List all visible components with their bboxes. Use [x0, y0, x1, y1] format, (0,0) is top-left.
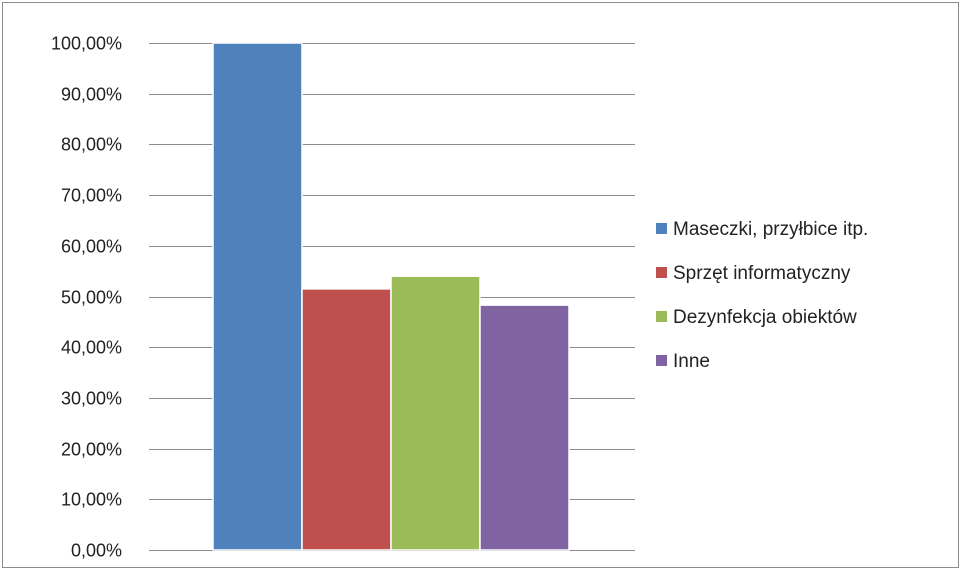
legend-label: Dezynfekcja obiektów [673, 307, 857, 328]
y-tick-label: 60,00% [61, 237, 122, 257]
y-tick-label: 70,00% [61, 186, 122, 206]
legend-label: Maseczki, przyłbice itp. [673, 219, 868, 240]
y-tick-label: 40,00% [61, 338, 122, 358]
legend-swatch [656, 311, 667, 322]
y-tick-label: 50,00% [61, 288, 122, 308]
bars [212, 42, 570, 551]
bar-2 [301, 288, 392, 551]
legend-swatch [656, 267, 667, 278]
legend-swatch [656, 223, 667, 234]
y-tick-label: 100,00% [51, 34, 122, 54]
y-tick-label: 20,00% [61, 440, 122, 460]
legend-swatch [656, 355, 667, 366]
y-axis-tick-labels: 0,00% 10,00% 20,00% 30,00% 40,00% 50,00% 60,00… [51, 34, 122, 561]
bar-chart: 0,00% 10,00% 20,00% 30,00% 40,00% 50,00% 60,00… [51, 34, 868, 561]
y-tick-label: 0,00% [71, 541, 122, 561]
legend-label: Sprzęt informatyczny [673, 263, 851, 284]
y-tick-label: 30,00% [61, 389, 122, 409]
legend: Maseczki, przyłbice itp. Sprzęt informaty… [656, 219, 868, 372]
y-tick-label: 10,00% [61, 490, 122, 510]
bar-4 [479, 304, 570, 551]
y-tick-label: 90,00% [61, 85, 122, 105]
bar-1 [212, 42, 303, 551]
legend-label: Inne [673, 351, 710, 372]
bar-3 [390, 275, 481, 551]
y-tick-label: 80,00% [61, 135, 122, 155]
